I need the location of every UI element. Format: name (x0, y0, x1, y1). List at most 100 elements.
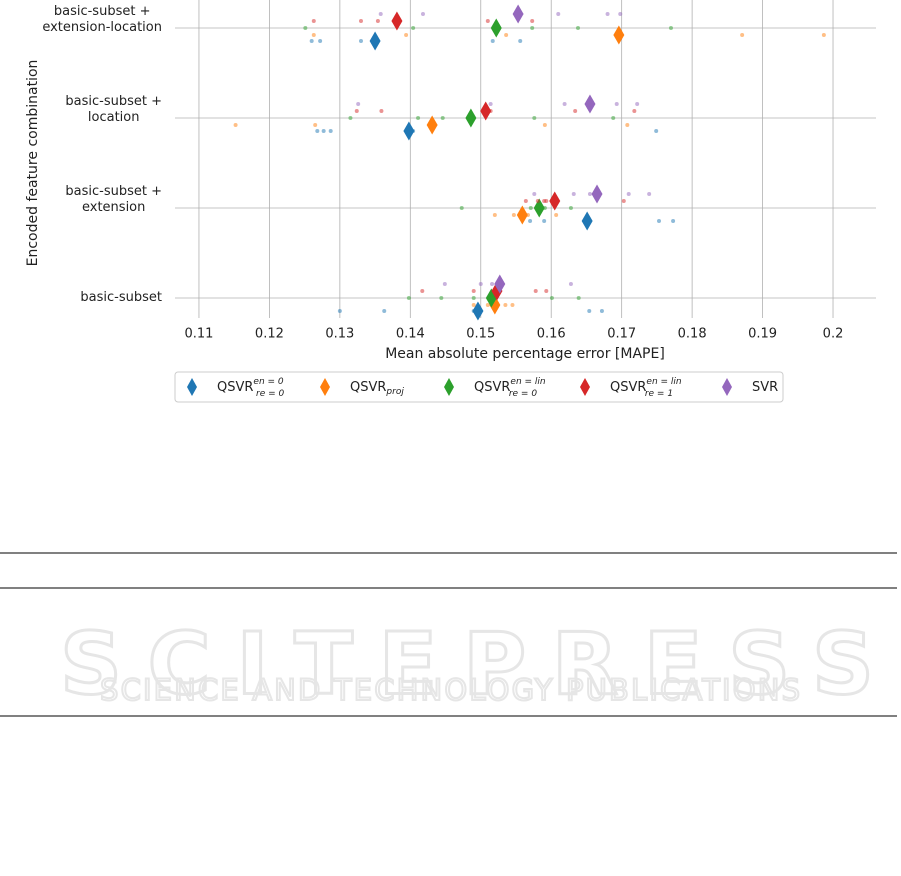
legend-sub: re = 0 (509, 389, 538, 399)
mean-marker (581, 211, 593, 231)
mean-marker (369, 31, 381, 51)
x-axis-label: Mean absolute percentage error [MAPE] (385, 346, 665, 362)
run-point (406, 296, 411, 300)
run-point (504, 33, 509, 37)
legend-label: SVR (752, 380, 778, 395)
run-point (471, 303, 476, 307)
run-point (568, 282, 573, 286)
mean-marker (613, 25, 625, 45)
run-point (511, 213, 516, 217)
mean-marker (533, 198, 545, 218)
run-point (358, 39, 363, 43)
run-point (420, 289, 425, 293)
legend-label: QSVRen = 0 re = 0 (217, 377, 285, 399)
x-tick-label: 0.12 (255, 327, 284, 342)
run-point (510, 303, 515, 307)
run-point (635, 102, 640, 106)
run-point (503, 303, 508, 307)
legend-name: QSVR (217, 380, 253, 395)
watermark-title: SCITEPRESS (60, 614, 880, 714)
mean-marker (465, 108, 477, 128)
legend-marker (320, 378, 330, 396)
run-point (530, 19, 535, 23)
run-point (571, 192, 576, 196)
legend-marker (722, 378, 732, 396)
mean-marker (403, 121, 415, 141)
run-point (562, 102, 567, 106)
run-point (573, 109, 578, 113)
run-point (528, 219, 533, 223)
run-point (621, 199, 626, 203)
legend-name: QSVR (610, 380, 646, 395)
run-point (668, 26, 673, 30)
run-point (337, 309, 342, 313)
run-point (488, 102, 493, 106)
run-point (556, 12, 561, 16)
legend-marker (444, 378, 454, 396)
mean-marker (516, 205, 528, 225)
run-point (575, 26, 580, 30)
run-point (492, 213, 497, 217)
x-tick-label: 0.17 (607, 327, 636, 342)
run-point (533, 289, 538, 293)
run-point (459, 206, 464, 210)
run-point (528, 206, 533, 210)
run-point (611, 116, 616, 120)
run-point (471, 289, 476, 293)
run-point (440, 116, 445, 120)
watermark-subtitle: SCIENCE AND TECHNOLOGY PUBLICATIONS (100, 673, 800, 707)
run-point (532, 116, 537, 120)
run-point (549, 296, 554, 300)
run-point (375, 19, 380, 23)
run-point (478, 282, 483, 286)
run-point (485, 303, 490, 307)
run-point (657, 219, 662, 223)
legend-sub: proj (385, 387, 404, 397)
run-point (379, 109, 384, 113)
legend-sup: en = lin (646, 377, 682, 387)
x-tick-label: 0.14 (396, 327, 425, 342)
run-point (490, 39, 495, 43)
run-point (356, 102, 361, 106)
legend-name: QSVR (474, 380, 510, 395)
run-point (404, 33, 409, 37)
run-point (542, 199, 547, 203)
run-point (740, 33, 745, 37)
run-point (318, 39, 323, 43)
legend-sup: en = lin (510, 377, 546, 387)
legend-label: QSVRproj (350, 380, 404, 397)
run-point (420, 12, 425, 16)
x-tick-label: 0.2 (823, 327, 844, 342)
mean-marker (512, 4, 524, 24)
run-point (599, 309, 604, 313)
mean-marker (480, 101, 492, 121)
run-point (587, 192, 592, 196)
y-tick-label: basic-subset (80, 290, 162, 305)
legend-label: QSVRen = lin re = 1 (610, 377, 682, 399)
run-point (358, 19, 363, 23)
run-point (523, 199, 528, 203)
run-point (382, 309, 387, 313)
mean-marker (391, 11, 403, 31)
run-point (348, 116, 353, 120)
run-point (626, 192, 631, 196)
run-point (233, 123, 238, 127)
run-point (530, 26, 535, 30)
run-point (442, 282, 447, 286)
run-point (490, 282, 495, 286)
run-point (671, 219, 676, 223)
legend-label: QSVRen = lin re = 0 (474, 377, 546, 399)
legend (174, 371, 784, 403)
legend-marker (187, 378, 197, 396)
legend-name: SVR (752, 380, 778, 395)
y-axis-label: Encoded feature combination (25, 60, 41, 267)
mean-marker (426, 115, 438, 135)
y-tick-label: basic-subset + extension (65, 184, 162, 215)
run-point (311, 33, 316, 37)
run-point (416, 116, 421, 120)
run-point (542, 219, 547, 223)
run-point (411, 26, 416, 30)
run-point (471, 296, 476, 300)
